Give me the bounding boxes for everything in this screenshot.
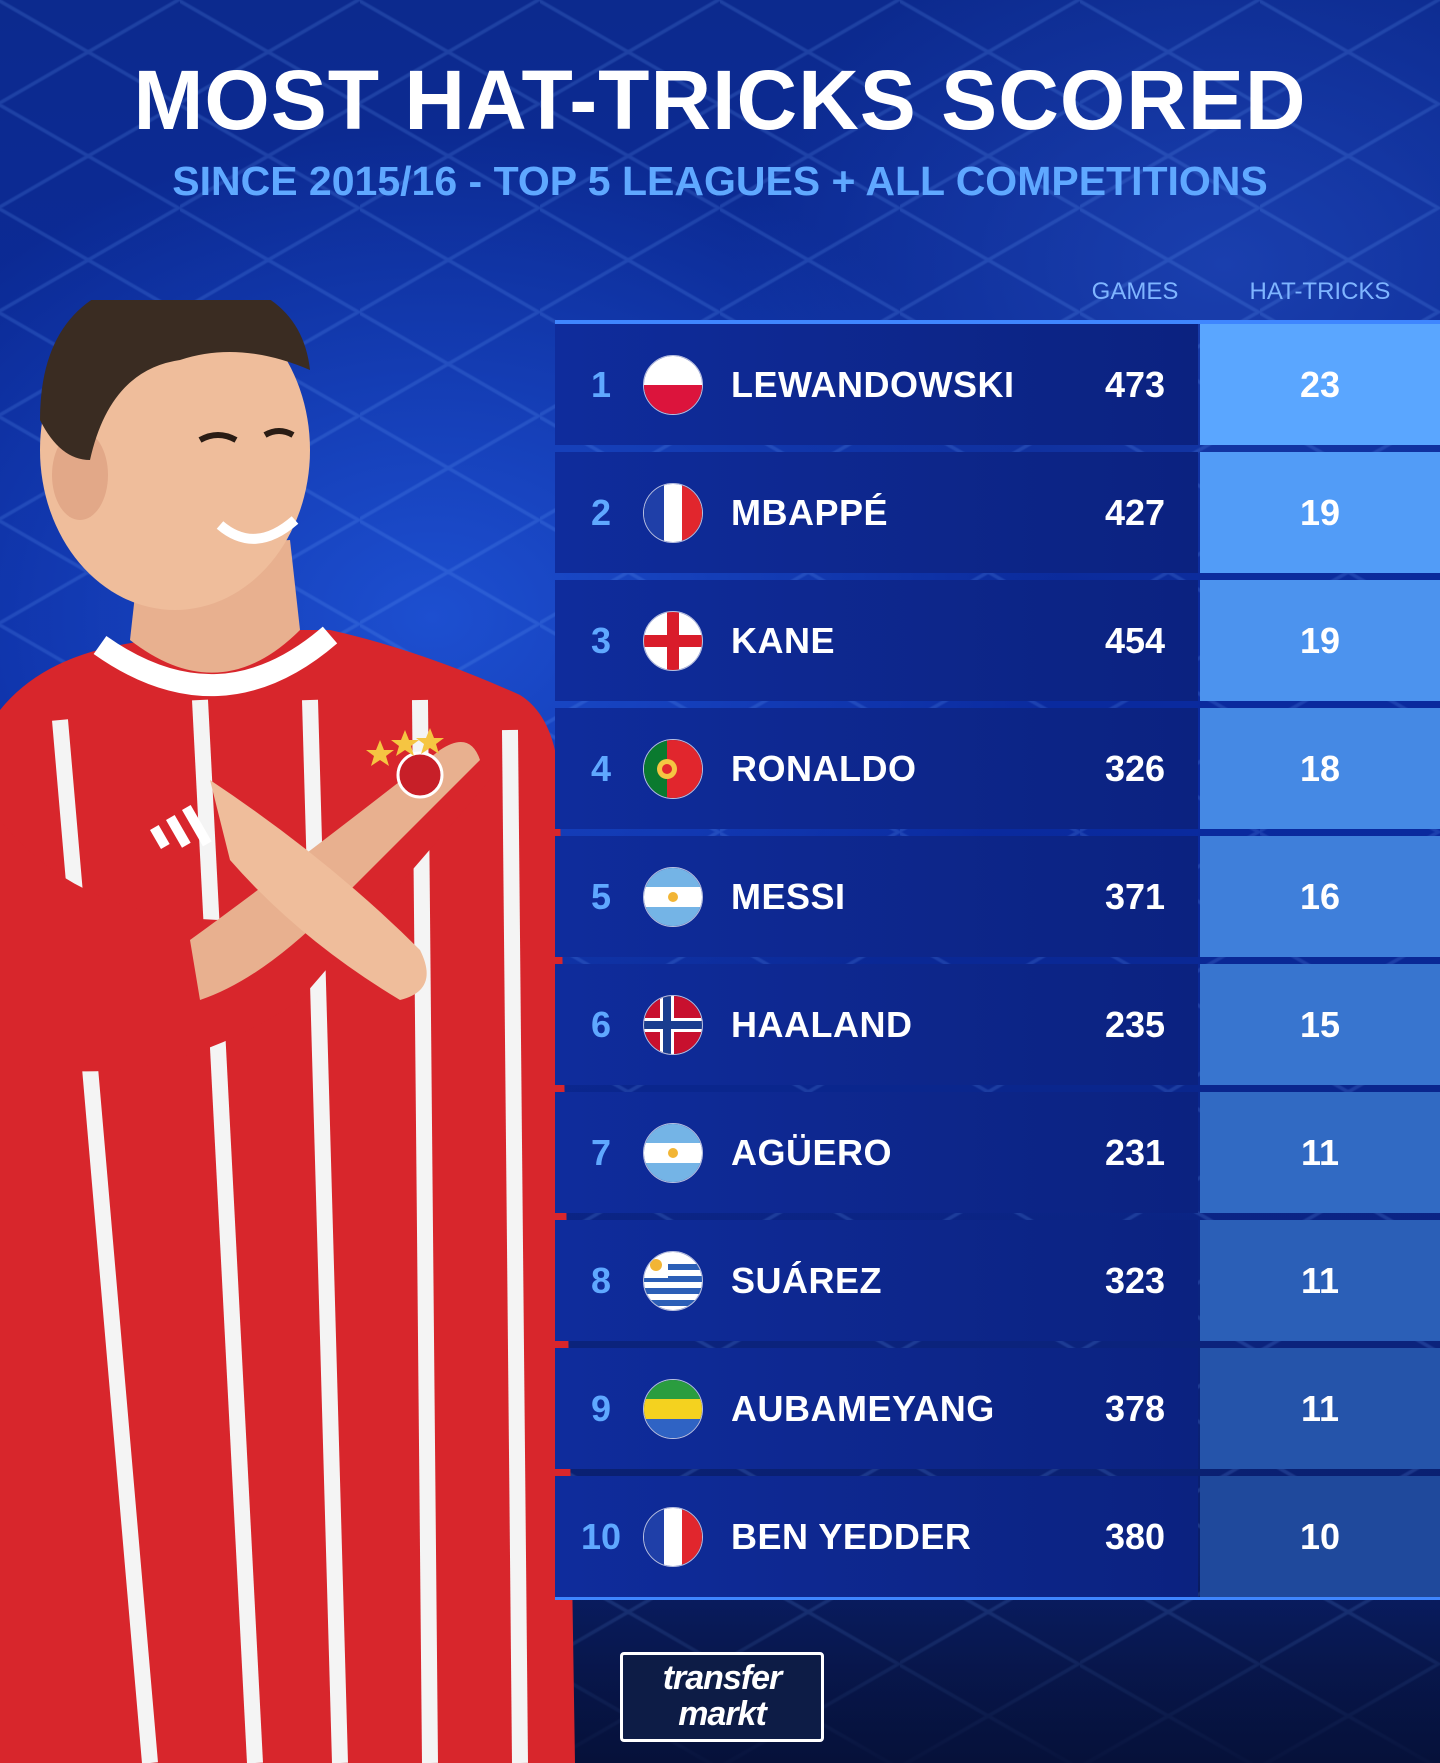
hat-tricks-value: 15	[1299, 1004, 1341, 1045]
table-row: 8 SUÁREZ 323 11	[555, 1220, 1440, 1341]
rank-number: 3	[590, 620, 612, 661]
hat-tricks-value: 11	[1300, 1388, 1340, 1429]
hat-tricks-value: 19	[1299, 620, 1341, 661]
logo-line-2: markt	[678, 1695, 767, 1733]
player-name: LEWANDOWSKI	[731, 364, 1015, 405]
hat-tricks-cell: 16	[1200, 836, 1440, 957]
rank-number: 2	[590, 492, 612, 533]
logo-line-1: transfer	[662, 1659, 783, 1697]
page-subtitle: SINCE 2015/16 - TOP 5 LEAGUES + ALL COMP…	[172, 158, 1268, 204]
rank-number: 7	[590, 1132, 612, 1173]
rank-number: 8	[590, 1260, 612, 1301]
page-title: MOST HAT-TRICKS SCORED	[133, 53, 1307, 147]
france-flag-icon	[643, 1507, 703, 1567]
games-value: 326	[1104, 748, 1166, 789]
games-value: 378	[1104, 1388, 1166, 1429]
player-name: SUÁREZ	[731, 1260, 883, 1301]
rank-number: 9	[590, 1388, 612, 1429]
hat-tricks-value: 11	[1300, 1260, 1340, 1301]
games-value: 235	[1104, 1004, 1166, 1045]
france-flag-icon	[643, 483, 703, 543]
hat-tricks-value: 19	[1299, 492, 1341, 533]
table-row: 4 RONALDO 326 18	[555, 708, 1440, 829]
norway-flag-icon	[643, 995, 703, 1055]
hat-tricks-cell: 18	[1200, 708, 1440, 829]
player-name: MBAPPÉ	[731, 492, 889, 533]
player-photo	[0, 300, 575, 1763]
games-value: 454	[1104, 620, 1166, 661]
hat-tricks-value: 10	[1299, 1516, 1341, 1557]
player-name: KANE	[731, 620, 836, 661]
hat-tricks-cell: 11	[1200, 1220, 1440, 1341]
table-top-border	[555, 320, 1440, 324]
games-value: 231	[1104, 1132, 1166, 1173]
rankings-table: 1 LEWANDOWSKI 473 23 2 MBAPPÉ 427	[555, 324, 1440, 1604]
table-row: 1 LEWANDOWSKI 473 23	[555, 324, 1440, 445]
hat-tricks-value: 16	[1299, 876, 1341, 917]
table-row: 5 MESSI 371 16	[555, 836, 1440, 957]
hat-tricks-cell: 11	[1200, 1348, 1440, 1469]
hat-tricks-cell: 19	[1200, 452, 1440, 573]
hat-tricks-cell: 10	[1200, 1476, 1440, 1597]
hat-tricks-cell: 15	[1200, 964, 1440, 1085]
poland-flag-icon	[643, 355, 703, 415]
table-row: 2 MBAPPÉ 427 19	[555, 452, 1440, 573]
argentina-flag-icon	[643, 867, 703, 927]
uruguay-flag-icon	[643, 1251, 703, 1311]
hat-tricks-value: 18	[1299, 748, 1341, 789]
player-name: AUBAMEYANG	[731, 1388, 995, 1429]
player-name: RONALDO	[731, 748, 917, 789]
table-bottom-border	[555, 1597, 1440, 1600]
table-row: 7 AGÜERO 231 11	[555, 1092, 1440, 1213]
player-name: MESSI	[731, 876, 846, 917]
rank-number: 6	[590, 1004, 612, 1045]
rank-number: 1	[590, 364, 612, 405]
transfermarkt-logo: transfer markt	[620, 1652, 824, 1742]
england-flag-icon	[643, 611, 703, 671]
hat-tricks-cell: 19	[1200, 580, 1440, 701]
table-row: 3 KANE 454 19	[555, 580, 1440, 701]
table-row: 6 HAALAND 235 15	[555, 964, 1440, 1085]
games-value: 427	[1104, 492, 1166, 533]
hat-tricks-value: 23	[1299, 364, 1341, 405]
rank-number: 10	[580, 1516, 622, 1557]
player-name: BEN YEDDER	[731, 1516, 972, 1557]
table-row: 9 AUBAMEYANG 378 11	[555, 1348, 1440, 1469]
games-value: 380	[1104, 1516, 1166, 1557]
hat-tricks-cell: 23	[1200, 324, 1440, 445]
rank-number: 4	[590, 748, 612, 789]
portugal-flag-icon	[643, 739, 703, 799]
games-value: 371	[1104, 876, 1166, 917]
player-name: AGÜERO	[731, 1132, 893, 1173]
table-row: 10 BEN YEDDER 380 10	[555, 1476, 1440, 1597]
hat-tricks-value: 11	[1300, 1132, 1340, 1173]
games-value: 473	[1104, 364, 1166, 405]
gabon-flag-icon	[643, 1379, 703, 1439]
column-header-hat-tricks: HAT-TRICKS	[1249, 278, 1391, 305]
player-name: HAALAND	[731, 1004, 913, 1045]
hat-tricks-cell: 11	[1200, 1092, 1440, 1213]
rank-number: 5	[590, 876, 612, 917]
games-value: 323	[1104, 1260, 1166, 1301]
argentina-flag-icon	[643, 1123, 703, 1183]
column-header-games: GAMES	[1091, 278, 1179, 305]
